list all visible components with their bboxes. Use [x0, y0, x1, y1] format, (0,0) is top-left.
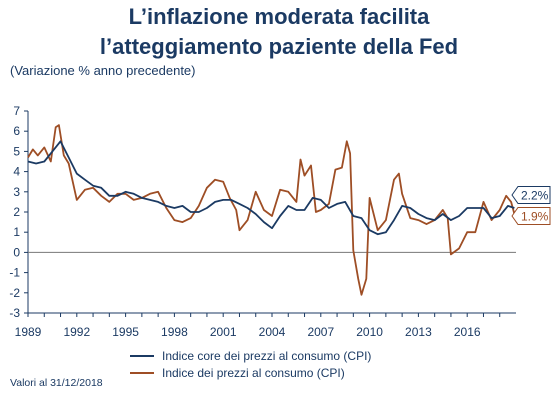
- end-label-core: 2.2%: [521, 189, 549, 203]
- y-tick-label: 2: [13, 205, 20, 219]
- x-tick-label: 2004: [259, 325, 286, 339]
- y-tick-label: 1: [13, 225, 20, 239]
- y-tick-label: 5: [13, 144, 20, 158]
- y-tick-label: -1: [9, 266, 20, 280]
- title-line-2: l’atteggiamento paziente della Fed: [99, 34, 459, 59]
- title-line-1: L’inflazione moderata facilita: [128, 4, 430, 29]
- series-line-core-cpi: [27, 140, 515, 236]
- legend-swatch-core: [130, 354, 154, 357]
- chart-legend: Indice core dei prezzi al consumo (CPI) …: [130, 347, 371, 381]
- legend-swatch-headline: [130, 371, 154, 374]
- x-tick-label: 2010: [356, 325, 383, 339]
- footnote: Valori al 31/12/2018: [10, 377, 103, 389]
- legend-item-headline: Indice dei prezzi al consumo (CPI): [130, 364, 371, 381]
- x-tick-label: 1992: [63, 325, 90, 339]
- y-tick-label: 3: [13, 185, 20, 199]
- x-tick-label: 1998: [161, 325, 188, 339]
- y-tick-label: -2: [9, 286, 20, 300]
- x-tick-label: 1995: [112, 325, 139, 339]
- x-tick-label: 2013: [405, 325, 432, 339]
- end-label-core-box: [511, 186, 551, 204]
- y-tick-label: 4: [13, 165, 20, 179]
- series-line-cpi: [27, 124, 516, 296]
- legend-item-core: Indice core dei prezzi al consumo (CPI): [130, 347, 371, 364]
- end-label-cpi: 1.9%: [521, 210, 549, 224]
- y-tick-label: 0: [13, 245, 20, 259]
- y-tick-label: 6: [13, 124, 20, 138]
- x-tick-label: 2016: [454, 325, 481, 339]
- chart-title: L’inflazione moderata facilita l’atteggi…: [0, 2, 558, 62]
- legend-label-core: Indice core dei prezzi al consumo (CPI): [162, 348, 372, 363]
- legend-label-headline: Indice dei prezzi al consumo (CPI): [162, 365, 345, 380]
- y-tick-label: 7: [13, 104, 20, 118]
- x-tick-label: 2001: [210, 325, 237, 339]
- end-label-cpi-box: [511, 207, 551, 225]
- chart-subtitle: (Variazione % anno precedente): [10, 63, 196, 78]
- y-tick-label: -3: [9, 306, 20, 320]
- x-tick-label: 2007: [307, 325, 334, 339]
- x-tick-label: 1989: [15, 325, 42, 339]
